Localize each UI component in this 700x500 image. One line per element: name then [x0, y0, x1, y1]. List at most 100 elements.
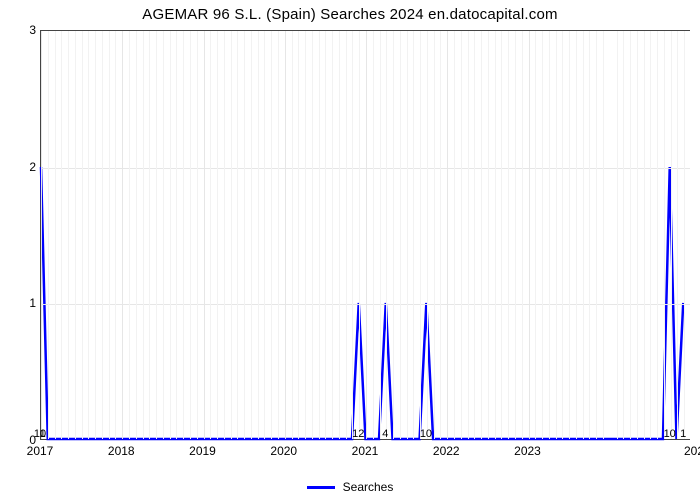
gridline-vertical-minor [637, 31, 638, 439]
gridline-vertical-minor [346, 31, 347, 439]
gridline-vertical-minor [352, 31, 353, 439]
gridline-vertical-minor [427, 31, 428, 439]
legend: Searches [0, 480, 700, 494]
gridline-vertical-minor [149, 31, 150, 439]
gridline-vertical-minor [217, 31, 218, 439]
gridline-vertical-minor [474, 31, 475, 439]
chart-title: AGEMAR 96 S.L. (Spain) Searches 2024 en.… [0, 6, 700, 23]
gridline-vertical-minor [325, 31, 326, 439]
gridline-vertical-minor [562, 31, 563, 439]
x-tick-label: 2017 [27, 444, 54, 458]
gridline-vertical-minor [258, 31, 259, 439]
gridline-vertical-minor [454, 31, 455, 439]
gridline-vertical-minor [278, 31, 279, 439]
gridline-vertical-minor [569, 31, 570, 439]
x-tick-label: 2018 [108, 444, 135, 458]
gridline-vertical-minor [224, 31, 225, 439]
gridline-vertical-minor [508, 31, 509, 439]
point-label: 10 [664, 428, 676, 440]
gridline-vertical-minor [102, 31, 103, 439]
gridline-vertical-minor [183, 31, 184, 439]
gridline-vertical-minor [75, 31, 76, 439]
gridline-vertical-minor [136, 31, 137, 439]
gridline-vertical-minor [461, 31, 462, 439]
gridline-vertical-minor [231, 31, 232, 439]
gridline-vertical-minor [440, 31, 441, 439]
gridline-vertical-minor [210, 31, 211, 439]
gridline-vertical [366, 31, 367, 439]
gridline-vertical-minor [501, 31, 502, 439]
legend-swatch [307, 486, 335, 489]
point-label: 4 [382, 428, 388, 440]
gridline-vertical-minor [556, 31, 557, 439]
gridline-vertical-minor [319, 31, 320, 439]
gridline-vertical-minor [61, 31, 62, 439]
gridline-vertical-minor [515, 31, 516, 439]
gridline-vertical-minor [305, 31, 306, 439]
gridline-vertical-minor [251, 31, 252, 439]
gridline-vertical [285, 31, 286, 439]
gridline-vertical-minor [468, 31, 469, 439]
gridline-vertical-minor [407, 31, 408, 439]
gridline-vertical-minor [522, 31, 523, 439]
gridline-vertical-minor [68, 31, 69, 439]
gridline-vertical-minor [339, 31, 340, 439]
gridline-vertical-minor [657, 31, 658, 439]
point-label: 10 [420, 428, 432, 440]
gridline-vertical-minor [684, 31, 685, 439]
x-tick-label: 2022 [433, 444, 460, 458]
gridline-vertical-minor [380, 31, 381, 439]
gridline-vertical-minor [170, 31, 171, 439]
point-label: 1 [40, 428, 46, 440]
gridline-vertical-minor [495, 31, 496, 439]
gridline-vertical-minor [434, 31, 435, 439]
gridline-vertical-minor [549, 31, 550, 439]
gridline-vertical-minor [488, 31, 489, 439]
gridline-vertical-minor [264, 31, 265, 439]
gridline-vertical-minor [650, 31, 651, 439]
gridline-vertical-minor [312, 31, 313, 439]
gridline-vertical-minor [292, 31, 293, 439]
x-tick-label: 2021 [352, 444, 379, 458]
gridline-vertical-minor [589, 31, 590, 439]
gridline-vertical-minor [237, 31, 238, 439]
gridline-vertical-minor [197, 31, 198, 439]
gridline-vertical-minor [176, 31, 177, 439]
gridline-vertical-minor [413, 31, 414, 439]
gridline-vertical-minor [576, 31, 577, 439]
gridline-vertical-minor [143, 31, 144, 439]
gridline-vertical-minor [271, 31, 272, 439]
gridline-vertical-minor [129, 31, 130, 439]
x-tick-label: 2023 [514, 444, 541, 458]
gridline-vertical-minor [583, 31, 584, 439]
gridline-vertical [41, 31, 42, 439]
x-tick-label: 2020 [270, 444, 297, 458]
gridline-vertical-minor [95, 31, 96, 439]
gridline-vertical-minor [359, 31, 360, 439]
point-label: 1 [680, 428, 686, 440]
gridline-vertical-minor [535, 31, 536, 439]
gridline-vertical-minor [393, 31, 394, 439]
gridline-vertical-minor [48, 31, 49, 439]
gridline-vertical-minor [115, 31, 116, 439]
gridline-vertical-minor [82, 31, 83, 439]
gridline-vertical-minor [298, 31, 299, 439]
point-label: 12 [352, 428, 364, 440]
y-tick-label: 1 [6, 296, 36, 310]
gridline-vertical-minor [596, 31, 597, 439]
gridline-vertical-minor [644, 31, 645, 439]
gridline-vertical-minor [332, 31, 333, 439]
gridline-vertical-minor [55, 31, 56, 439]
y-tick-label: 2 [6, 160, 36, 174]
gridline-vertical-minor [481, 31, 482, 439]
plot-area [40, 30, 690, 440]
gridline-vertical-minor [163, 31, 164, 439]
gridline-vertical-minor [244, 31, 245, 439]
gridline-vertical-minor [630, 31, 631, 439]
gridline-vertical-minor [623, 31, 624, 439]
gridline-vertical-minor [664, 31, 665, 439]
gridline-vertical-minor [156, 31, 157, 439]
legend-label: Searches [343, 480, 394, 494]
gridline-vertical [447, 31, 448, 439]
gridline-vertical-minor [677, 31, 678, 439]
